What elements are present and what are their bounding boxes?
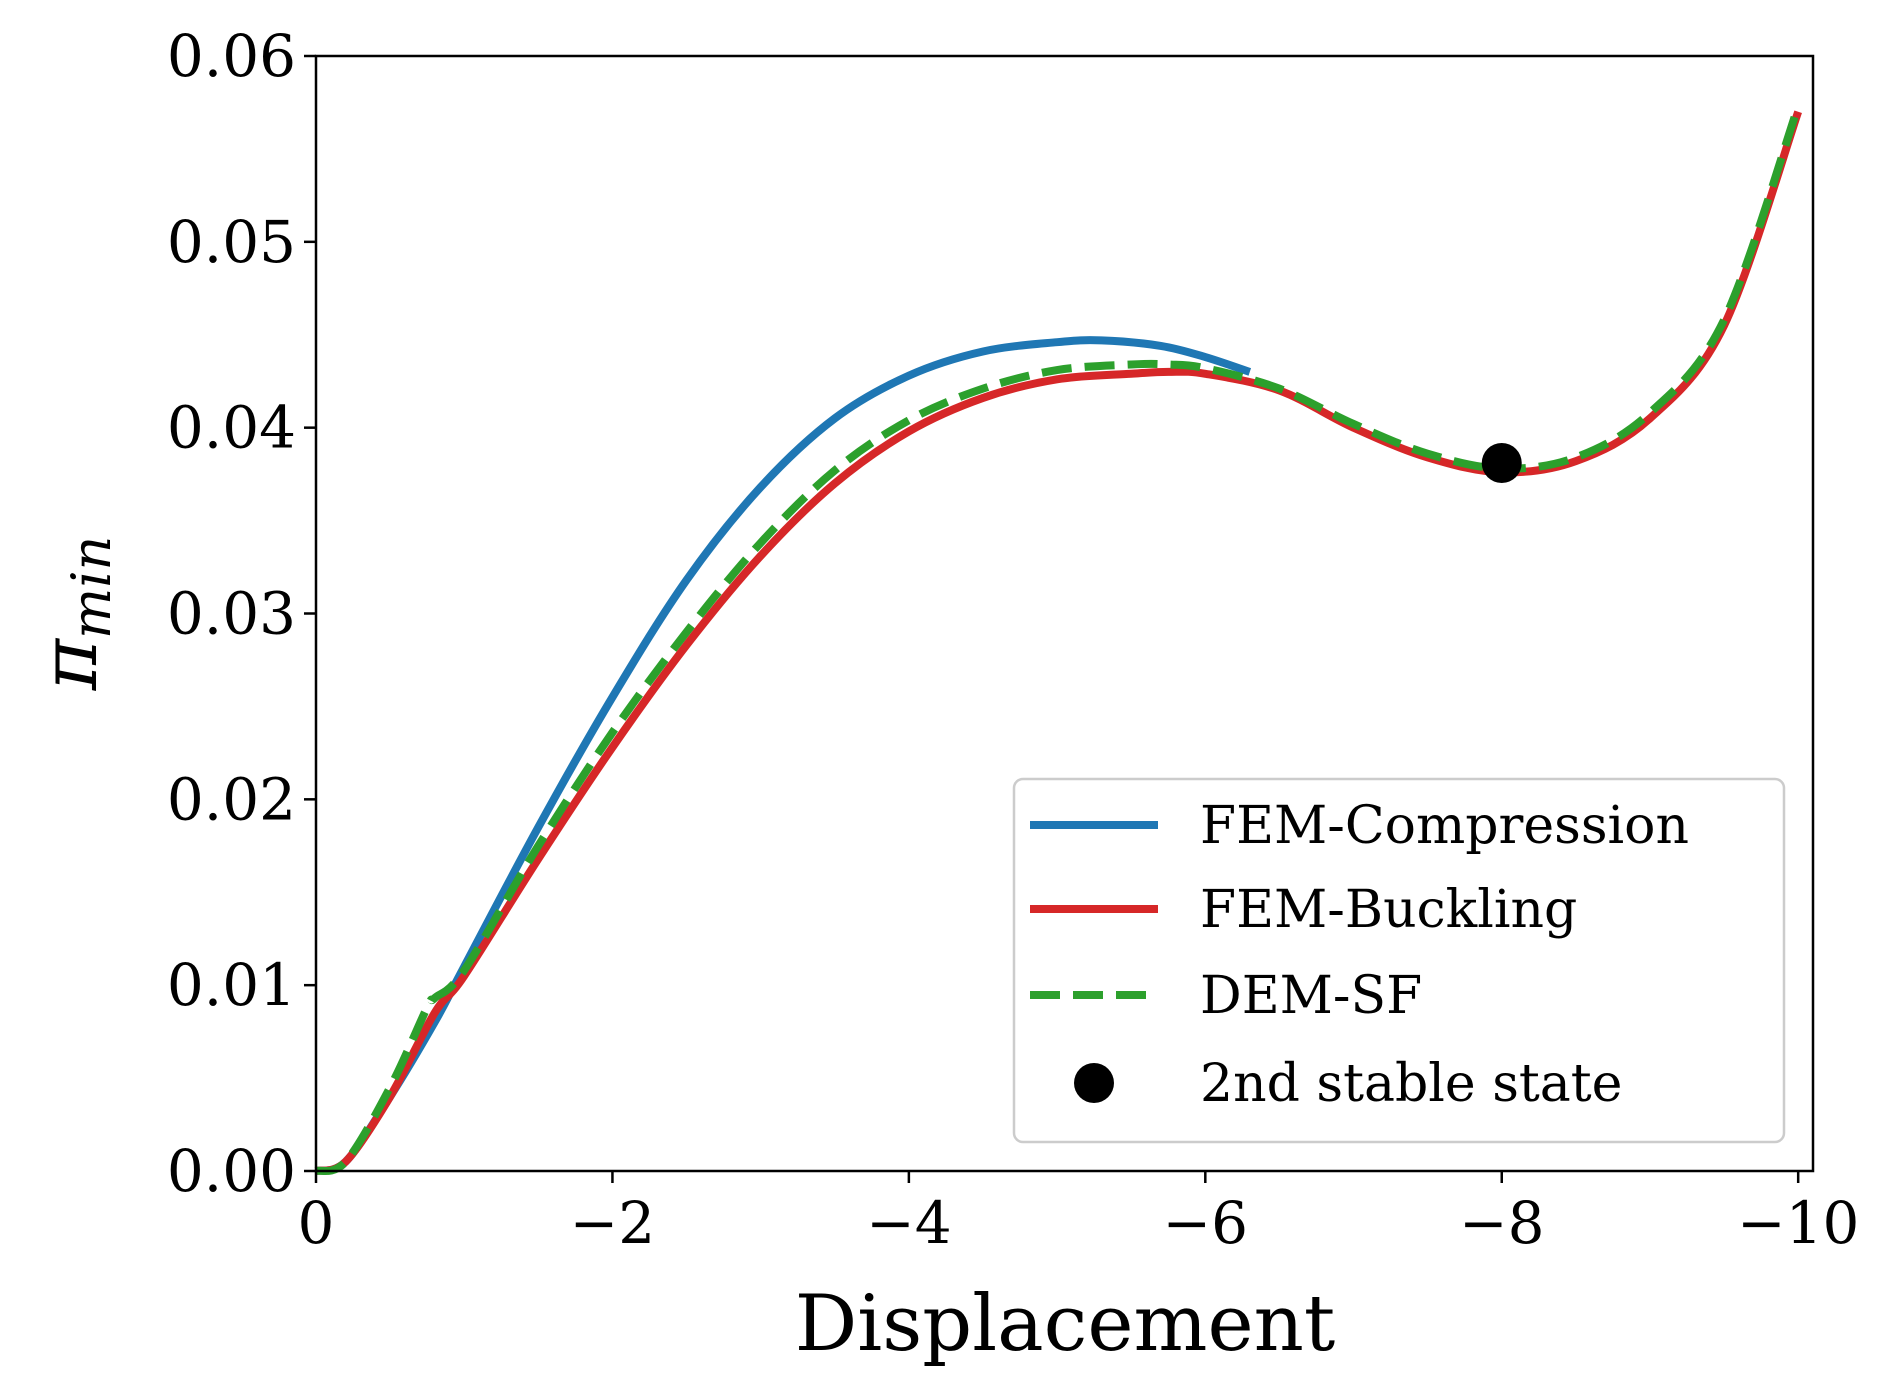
legend-box <box>1012 777 1786 1144</box>
series-line-dem-sf <box>314 104 1802 1176</box>
x-tick-label: −4 <box>866 1189 952 1257</box>
legend-label-fem-buckling: FEM-Buckling <box>1200 880 1577 940</box>
y-tick-label: 0.04 <box>167 394 296 462</box>
y-tick-label: 0.01 <box>167 951 296 1019</box>
legend-label-fem-compression: FEM-Compression <box>1200 796 1689 856</box>
y-axis-label: πmin <box>25 536 123 692</box>
x-axis-ticks: 0 −2 −4 −6 −8 −10 <box>298 1171 1859 1257</box>
legend-label-dem-sf: DEM-SF <box>1200 966 1422 1026</box>
plot-points <box>1481 442 1522 483</box>
marker-2nd-stable-state <box>1481 442 1522 483</box>
y-axis-ticks: 0.00 0.01 0.02 0.03 0.04 0.05 0.06 <box>167 22 316 1205</box>
plot-lines <box>314 104 1802 1176</box>
y-tick-label: 0.06 <box>167 22 296 90</box>
x-tick-label: −8 <box>1459 1189 1545 1257</box>
x-tick-label: −2 <box>570 1189 656 1257</box>
y-tick-label: 0.03 <box>167 580 296 648</box>
y-axis-label-main: π <box>25 637 115 691</box>
y-axis-label-sub: min <box>60 536 123 639</box>
y-tick-label: 0.00 <box>167 1137 296 1205</box>
legend-items: FEM-Compression FEM-Buckling DEM-SF 2nd sta… <box>1030 796 1689 1114</box>
legend-label-2nd-stable-state: 2nd stable state <box>1200 1054 1622 1114</box>
x-tick-label: 0 <box>298 1189 335 1257</box>
y-tick-label: 0.02 <box>167 765 296 833</box>
legend: FEM-Compression FEM-Buckling DEM-SF 2nd sta… <box>1012 777 1786 1144</box>
x-axis-label: Displacement <box>795 1279 1335 1369</box>
y-tick-label: 0.05 <box>167 208 296 276</box>
x-tick-label: −10 <box>1737 1189 1859 1257</box>
legend-marker-2nd-stable-state <box>1074 1063 1114 1103</box>
series-line-fem-compression <box>314 336 1252 1175</box>
x-tick-label: −6 <box>1163 1189 1249 1257</box>
